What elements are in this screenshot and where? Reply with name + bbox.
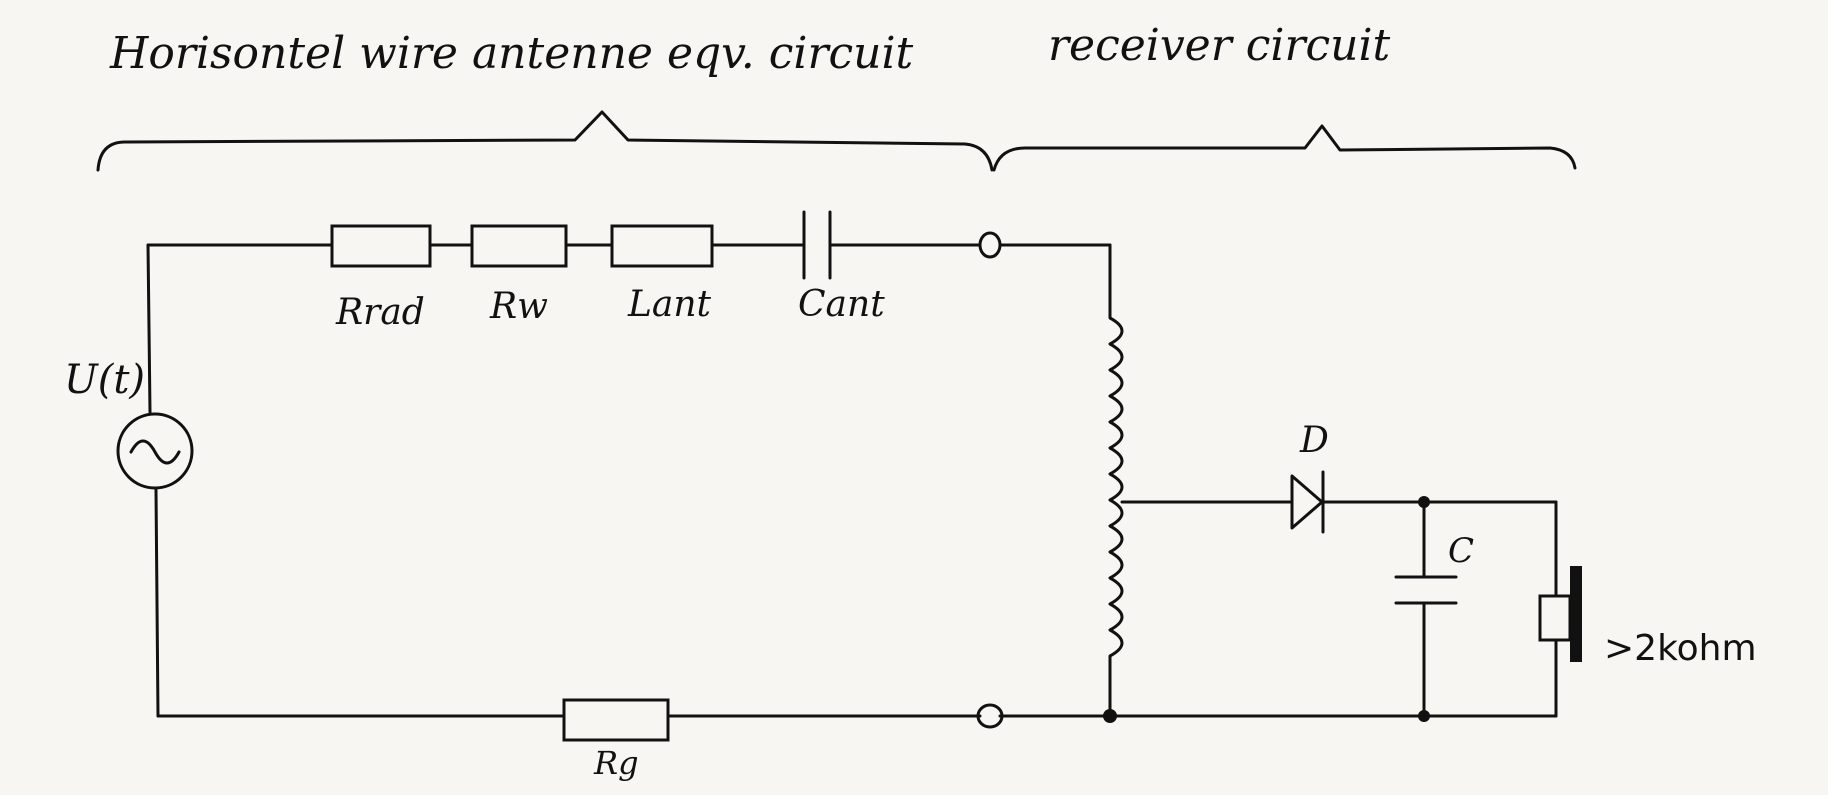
rrad-label: Rrad (335, 292, 425, 333)
source-label: U(t) (64, 357, 145, 403)
tuning-coil (1108, 243, 1124, 718)
junction-dot-coil (1103, 709, 1117, 723)
cant-label: Cant (798, 284, 885, 325)
receiver-heading: receiver circuit (1048, 20, 1391, 71)
diode-symbol (1290, 474, 1324, 530)
receiver-brace (992, 124, 1577, 172)
rrad-resistor (330, 224, 432, 268)
rw-label: Rw (489, 286, 548, 327)
earphone-diaphragm (1570, 566, 1582, 662)
rw-resistor (470, 224, 568, 268)
capacitor-label: C (1448, 531, 1474, 571)
rg-label: Rg (593, 744, 639, 782)
terminal-bottom (976, 703, 1004, 729)
earphone-body (1538, 594, 1572, 642)
terminal-top (978, 231, 1002, 259)
lant-inductor (610, 224, 714, 268)
load-label: >2kohm (1604, 628, 1757, 669)
lant-label: Lant (627, 284, 712, 325)
antenna-heading: Horisontel wire antenne eqv. circuit (109, 28, 914, 79)
junction-dot-cap-bottom (1418, 710, 1430, 722)
diode-label: D (1299, 420, 1329, 461)
rg-resistor (562, 698, 670, 742)
ac-source (116, 412, 194, 490)
left-wire (146, 243, 160, 718)
sine-icon (129, 439, 181, 465)
antenna-brace (96, 110, 994, 172)
